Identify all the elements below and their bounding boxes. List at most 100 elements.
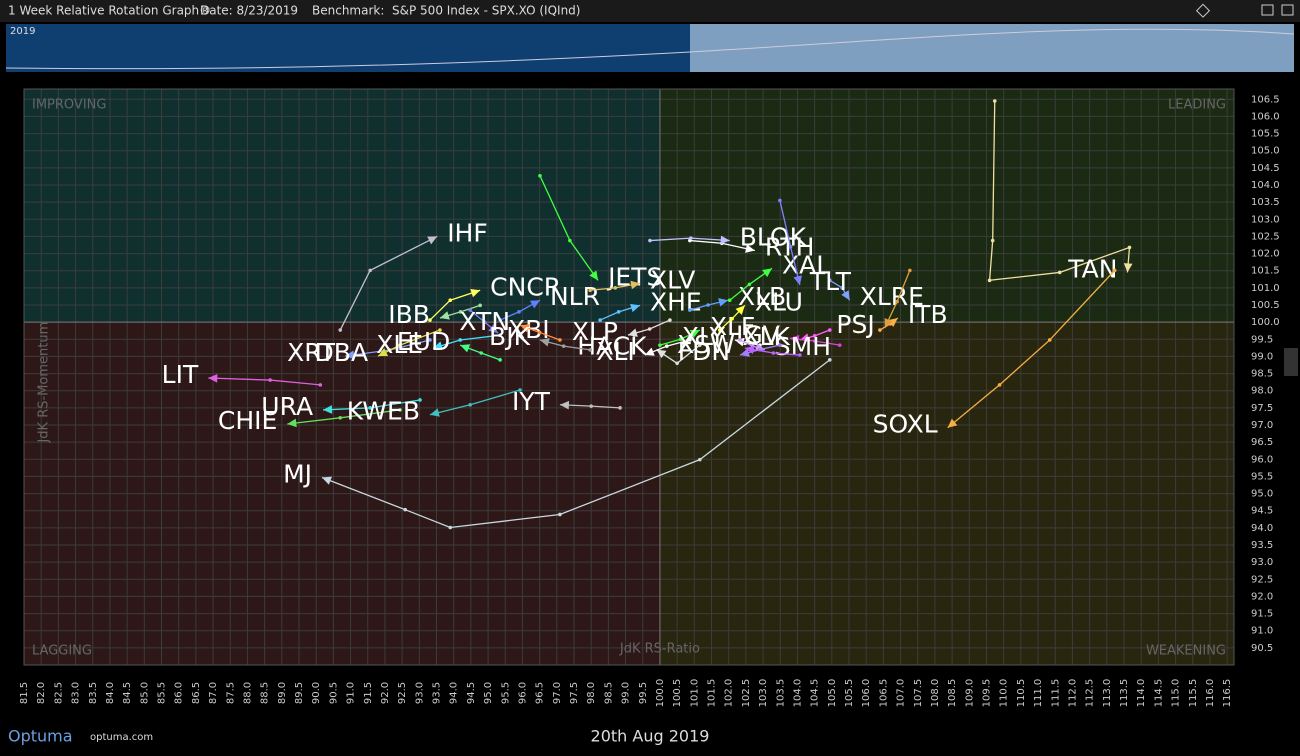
series-label: MJ bbox=[283, 459, 312, 488]
series-label: TLT bbox=[809, 267, 852, 296]
series-label: XLRE bbox=[860, 282, 924, 311]
series-label: XLP bbox=[572, 317, 618, 346]
trail-point bbox=[598, 318, 602, 322]
title-bar bbox=[0, 0, 1300, 22]
x-tick-label: 97.0 bbox=[552, 682, 563, 704]
trail-point bbox=[698, 343, 702, 347]
timeline-window[interactable] bbox=[690, 24, 1294, 72]
x-tick-label: 106.0 bbox=[861, 679, 872, 708]
side-handle[interactable] bbox=[1284, 348, 1298, 376]
x-tick-label: 86.0 bbox=[174, 682, 185, 704]
trail-point bbox=[730, 316, 734, 321]
x-tick-label: 82.0 bbox=[36, 682, 47, 704]
date-label: 20th Aug 2019 bbox=[591, 727, 710, 746]
series-label: BLOK bbox=[740, 223, 807, 252]
x-tick-label: 100.5 bbox=[672, 679, 683, 708]
trail-point bbox=[482, 320, 487, 324]
x-tick-label: 113.0 bbox=[1102, 679, 1113, 708]
trail-point bbox=[738, 338, 742, 342]
icon-window[interactable] bbox=[1261, 4, 1274, 16]
x-tick-label: 104.0 bbox=[792, 679, 803, 708]
series-label: LIT bbox=[162, 360, 199, 389]
trail-point bbox=[338, 328, 343, 332]
arrow-head bbox=[888, 318, 898, 327]
series-label: XLE bbox=[376, 330, 423, 359]
trail-point bbox=[698, 457, 702, 462]
quadrant-label: IMPROVING bbox=[32, 98, 106, 113]
series-label: EUD bbox=[397, 327, 450, 356]
x-tick-label: 87.5 bbox=[225, 682, 236, 704]
x-tick-label: 83.5 bbox=[88, 682, 99, 704]
trail-point bbox=[568, 238, 572, 243]
window-controls[interactable] bbox=[1195, 3, 1294, 18]
x-tick-label: 110.0 bbox=[999, 679, 1010, 708]
icon-close[interactable] bbox=[1281, 4, 1294, 16]
y-tick-label: 94.0 bbox=[1251, 523, 1273, 534]
x-tick-label: 102.5 bbox=[741, 679, 752, 708]
x-tick-label: 92.0 bbox=[380, 682, 391, 704]
arrow-head bbox=[627, 328, 638, 337]
plot: 81.5 82.0 82.5 83.0 83.5 84.0 84.5 85.0 85.5 86.0… bbox=[19, 88, 1280, 708]
x-tick-label: 110.5 bbox=[1016, 679, 1027, 708]
y-tick-label: 102.0 bbox=[1251, 249, 1280, 260]
x-tick-label: 111.0 bbox=[1033, 679, 1044, 708]
timeline-label: 2019 bbox=[10, 26, 35, 37]
trail-point bbox=[478, 303, 482, 308]
x-tick-label: 109.5 bbox=[982, 679, 993, 708]
y-tick-label: 98.0 bbox=[1251, 386, 1273, 397]
trail-point bbox=[558, 512, 562, 517]
x-tick-label: 98.5 bbox=[603, 682, 614, 704]
series-label: BJK bbox=[489, 322, 531, 351]
trail-point bbox=[837, 343, 842, 347]
icon-diamond[interactable] bbox=[1195, 3, 1211, 18]
arrow-head bbox=[460, 344, 471, 353]
x-tick-label: 103.0 bbox=[758, 679, 769, 708]
arrow-head bbox=[884, 317, 893, 328]
x-tick-label: 105.5 bbox=[844, 679, 855, 708]
x-tick-label: 84.5 bbox=[122, 682, 133, 704]
series-label: NLR bbox=[550, 282, 600, 311]
series-label: IBB bbox=[388, 300, 430, 329]
y-tick-label: 91.5 bbox=[1251, 609, 1273, 620]
x-tick-label: 94.0 bbox=[449, 682, 460, 704]
y-tick-label: 103.5 bbox=[1251, 197, 1280, 208]
trail-point bbox=[648, 238, 652, 243]
trail-point bbox=[668, 318, 672, 322]
y-tick-label: 94.5 bbox=[1251, 506, 1273, 517]
trail-point bbox=[1047, 338, 1052, 342]
trail-point bbox=[717, 328, 722, 332]
trail-point bbox=[1127, 245, 1132, 250]
x-tick-label: 92.5 bbox=[397, 682, 408, 704]
trail-point bbox=[458, 310, 463, 314]
timeline-line bbox=[5, 28, 1295, 70]
x-tick-label: 100.0 bbox=[655, 679, 666, 708]
x-tick-label: 87.0 bbox=[208, 682, 219, 704]
quadrant-leading bbox=[659, 89, 1234, 323]
trail-point bbox=[727, 298, 732, 303]
y-tick-label: 103.0 bbox=[1251, 214, 1280, 225]
x-tick-label: 107.0 bbox=[896, 679, 907, 708]
series-label: XSW bbox=[677, 330, 735, 359]
arrow-head bbox=[208, 373, 218, 383]
y-tick-label: 97.0 bbox=[1251, 420, 1273, 431]
y-tick-label: 100.5 bbox=[1251, 300, 1280, 311]
x-tick-label: 94.5 bbox=[466, 682, 477, 704]
x-tick-label: 95.5 bbox=[500, 682, 511, 704]
x-tick-label: 111.5 bbox=[1050, 679, 1061, 708]
x-tick-label: 112.5 bbox=[1085, 679, 1096, 708]
trail-point bbox=[827, 328, 832, 332]
x-tick-label: 91.0 bbox=[346, 682, 357, 704]
y-tick-label: 92.0 bbox=[1251, 591, 1273, 602]
series-label: XLY bbox=[682, 322, 726, 351]
x-tick-label: 99.5 bbox=[638, 682, 649, 704]
trail-point bbox=[517, 310, 521, 314]
trail-point bbox=[990, 238, 995, 243]
arrow-head bbox=[744, 345, 755, 354]
series-label: XLK bbox=[742, 322, 790, 351]
x-tick-label: 112.0 bbox=[1067, 679, 1078, 708]
trail-point bbox=[992, 99, 997, 103]
series-label: IHF bbox=[447, 218, 488, 247]
y-tick-label: 102.5 bbox=[1251, 231, 1280, 242]
trail-point bbox=[398, 408, 402, 412]
